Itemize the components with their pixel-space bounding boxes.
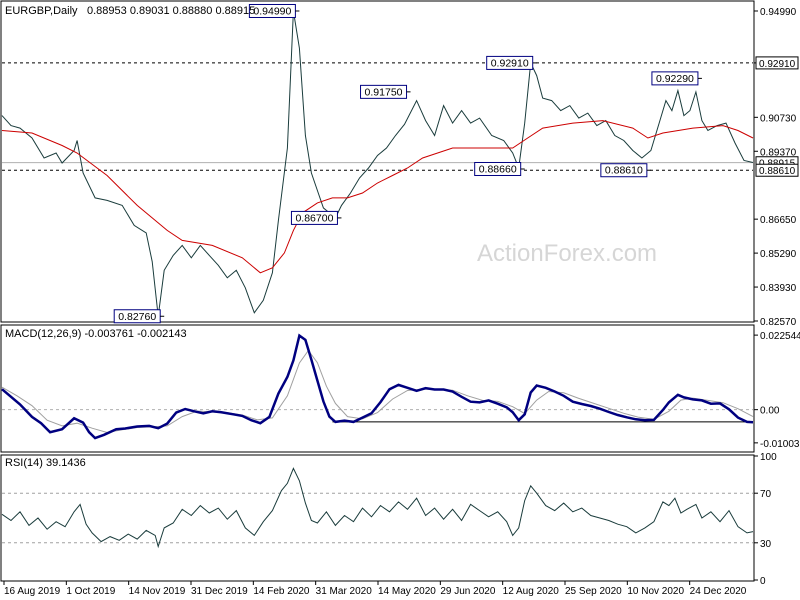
x-tick-label: 31 Mar 2020: [316, 586, 373, 597]
right-price-marker: [755, 56, 799, 70]
right-price-marker: [755, 163, 799, 177]
x-tick-label: 29 Jun 2020: [440, 586, 495, 597]
y-tick-label: 0.83930: [760, 283, 797, 294]
chart-instrument-label: EURGBP,Daily: [5, 5, 78, 17]
rsi-indicator-label: RSI(14) 39.1436: [5, 457, 86, 469]
y-tick-label: 0.90730: [760, 113, 797, 124]
level-annotation-label: 0.91750: [365, 86, 403, 98]
price-series-line: [1, 10, 754, 317]
time-x-axis: 16 Aug 2019 1 Oct 2019 14 Nov 2019 31 Dec 2…: [3, 581, 747, 597]
x-tick-label: 24 Dec 2020: [690, 586, 747, 597]
macd-panel: 0.022544 0.00 -0.010039 MACD(12,26,9) -0.0…: [1, 328, 800, 450]
price-y-axis: 0.94990 0.92910 0.90730 0.89370 0.86650 0.852…: [754, 7, 799, 328]
level-annotation-label: 0.86700: [295, 212, 333, 224]
level-annotation-label: 0.92910: [491, 57, 529, 69]
y-tick-label: 100: [760, 452, 777, 463]
macd-levels: [2, 409, 753, 423]
rsi-line: [1, 467, 754, 549]
macd-indicator-label: MACD(12,26,9) -0.003761 -0.002143: [5, 328, 187, 340]
level-annotation-label: 0.82760: [118, 311, 156, 323]
x-tick-label: 25 Sep 2020: [565, 586, 622, 597]
level-annotation-label: 0.88660: [479, 163, 517, 175]
level-annotation-label: 0.94990: [253, 5, 291, 17]
price-panel-frame: [0, 0, 755, 323]
x-tick-label: 16 Aug 2019: [4, 586, 61, 597]
x-tick-label: 14 Feb 2020: [253, 586, 310, 597]
right-price-marker-label: 0.92910: [759, 59, 796, 70]
macd-y-axis: 0.022544 0.00 -0.010039: [754, 331, 800, 450]
y-tick-label: 30: [760, 539, 772, 550]
y-tick-label: 0.022544: [760, 331, 800, 342]
price-panel: 0.94990 0.92910 0.92290 0.91750 0.88660 0.886…: [1, 3, 799, 328]
rsi-panel-frame: [0, 454, 755, 582]
y-tick-label: 0.85290: [760, 249, 797, 260]
x-tick-label: 14 May 2020: [378, 586, 436, 597]
level-annotation-label: 0.92290: [656, 73, 694, 85]
macd-panel-frame: [0, 324, 755, 453]
macd-line: [1, 333, 754, 440]
x-tick-label: 12 Aug 2020: [503, 586, 560, 597]
rsi-levels: [2, 492, 753, 544]
ohlc-readout: 0.88953 0.89031 0.88880 0.88915: [87, 5, 255, 17]
y-tick-label: 0.89370: [760, 147, 797, 158]
x-tick-label: 14 Nov 2019: [129, 586, 186, 597]
price-annotations: 0.94990 0.92910 0.92290 0.91750 0.88660 0.886…: [113, 3, 702, 324]
y-tick-label: 0.00: [760, 406, 780, 417]
level-annotation-label: 0.88610: [605, 165, 643, 177]
x-tick-label: 10 Nov 2020: [627, 586, 684, 597]
right-price-marker-label: 0.88610: [759, 166, 796, 177]
panel-frames: [0, 0, 755, 582]
watermark: ActionForex.com: [477, 240, 657, 267]
rsi-y-axis: 100 70 30 0: [754, 452, 777, 587]
y-tick-label: 0.94990: [760, 7, 797, 18]
y-tick-label: -0.010039: [760, 439, 800, 450]
y-tick-label: 70: [760, 489, 772, 500]
x-tick-label: 31 Dec 2019: [191, 586, 248, 597]
y-tick-label: 0.86650: [760, 215, 797, 226]
x-tick-label: 1 Oct 2019: [66, 586, 115, 597]
y-tick-label: 0: [760, 576, 766, 587]
y-tick-label: 0.82570: [760, 317, 797, 328]
moving-average-line: [1, 120, 754, 274]
rsi-panel: 100 70 30 0 RSI(14) 39.1436: [1, 452, 777, 587]
